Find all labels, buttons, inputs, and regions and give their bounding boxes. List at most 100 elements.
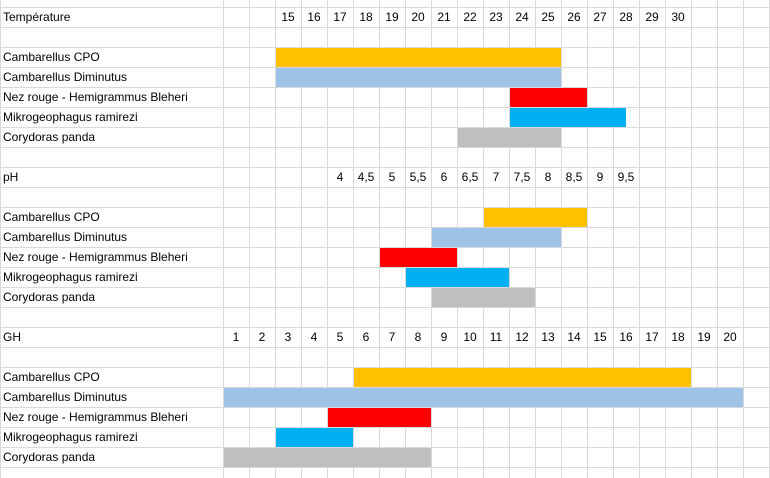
tick-label: 14	[567, 330, 581, 344]
range-bar	[380, 248, 457, 267]
grid-line-vertical	[691, 0, 692, 478]
tick-label: 3	[284, 330, 292, 344]
range-bar	[484, 208, 587, 227]
grid-line-horizontal	[0, 147, 770, 148]
grid-line-horizontal	[0, 47, 770, 48]
tick-label: 21	[437, 10, 451, 24]
grid-line-horizontal	[0, 287, 770, 288]
species-label: Cambarellus Diminutus	[3, 70, 128, 84]
tick-label: 8,5	[565, 170, 583, 184]
grid-line-vertical	[301, 0, 302, 478]
tick-label: 7	[492, 170, 500, 184]
tick-label: 15	[281, 10, 295, 24]
tick-label: 18	[359, 10, 373, 24]
tick-label: 7	[388, 330, 396, 344]
grid-line-horizontal	[0, 267, 770, 268]
grid-line-vertical	[561, 0, 562, 478]
tick-label: 6	[362, 330, 370, 344]
grid-line-horizontal	[0, 7, 770, 8]
grid-line-vertical	[249, 0, 250, 478]
grid-line-vertical	[431, 0, 432, 478]
grid-line-vertical	[353, 0, 354, 478]
grid-line-vertical	[327, 0, 328, 478]
range-bar	[432, 288, 535, 307]
tick-label: 11	[489, 330, 503, 344]
tick-label: 10	[463, 330, 477, 344]
grid-line-horizontal	[0, 307, 770, 308]
grid-line-vertical	[0, 0, 1, 478]
species-label: Cambarellus Diminutus	[3, 390, 128, 404]
species-label: Nez rouge - Hemigrammus Bleheri	[3, 90, 188, 104]
tick-label: 24	[515, 10, 529, 24]
grid-line-vertical	[743, 0, 744, 478]
species-label: Cambarellus CPO	[3, 370, 100, 384]
tick-label: 9	[440, 330, 448, 344]
grid-line-horizontal	[0, 27, 770, 28]
range-bar	[276, 428, 353, 447]
tick-label: 5,5	[409, 170, 427, 184]
grid-line-vertical	[379, 0, 380, 478]
grid-line-horizontal	[0, 327, 770, 328]
grid-line-horizontal	[0, 167, 770, 168]
range-bar	[510, 88, 587, 107]
range-bar	[510, 108, 626, 127]
tick-label: 5	[388, 170, 396, 184]
species-label: Mikrogeophagus ramirezi	[3, 270, 138, 284]
species-label: Cambarellus CPO	[3, 50, 100, 64]
species-label: Corydoras panda	[3, 450, 96, 464]
grid-line-horizontal	[0, 87, 770, 88]
grid-line-horizontal	[0, 247, 770, 248]
tick-label: 6,5	[461, 170, 479, 184]
grid-line-horizontal	[0, 227, 770, 228]
tick-label: 30	[671, 10, 685, 24]
tick-label: 8	[414, 330, 422, 344]
tick-label: 17	[645, 330, 659, 344]
species-label: Corydoras panda	[3, 130, 96, 144]
grid-line-vertical	[405, 0, 406, 478]
tick-label: 4	[310, 330, 318, 344]
grid-line-horizontal	[0, 407, 770, 408]
tick-label: 15	[593, 330, 607, 344]
species-label: Mikrogeophagus ramirezi	[3, 430, 138, 444]
grid-line-vertical	[587, 0, 588, 478]
tick-label: 12	[515, 330, 529, 344]
range-bar	[432, 228, 561, 247]
tick-label: 8	[544, 170, 552, 184]
grid-line-horizontal	[0, 467, 770, 468]
species-label: Nez rouge - Hemigrammus Bleheri	[3, 250, 188, 264]
grid-line-horizontal	[0, 367, 770, 368]
species-label: Cambarellus CPO	[3, 210, 100, 224]
range-bar	[406, 268, 509, 287]
tick-label: 28	[619, 10, 633, 24]
grid-line-vertical	[639, 0, 640, 478]
grid-line-horizontal	[0, 387, 770, 388]
tick-label: 17	[333, 10, 347, 24]
tick-label: 4,5	[357, 170, 375, 184]
tick-label: 13	[541, 330, 555, 344]
grid-line-horizontal	[0, 447, 770, 448]
tick-label: 9	[596, 170, 604, 184]
species-label: Mikrogeophagus ramirezi	[3, 110, 138, 124]
section-header-ph: pH	[3, 170, 19, 184]
tick-label: 19	[385, 10, 399, 24]
range-bar	[276, 48, 561, 67]
tick-label: 20	[411, 10, 425, 24]
section-header-temperature: Température	[3, 10, 71, 24]
tick-label: 29	[645, 10, 659, 24]
tick-label: 16	[619, 330, 633, 344]
tick-label: 1	[232, 330, 240, 344]
tick-label: 26	[567, 10, 581, 24]
tick-label: 7,5	[513, 170, 531, 184]
species-label: Cambarellus Diminutus	[3, 230, 128, 244]
tick-label: 9,5	[617, 170, 635, 184]
tick-label: 23	[489, 10, 503, 24]
tick-label: 25	[541, 10, 555, 24]
grid-line-horizontal	[0, 347, 770, 348]
range-bar	[276, 68, 561, 87]
grid-line-horizontal	[0, 127, 770, 128]
tick-label: 4	[336, 170, 344, 184]
tick-label: 16	[307, 10, 321, 24]
tick-label: 19	[697, 330, 711, 344]
range-bar	[224, 388, 743, 407]
